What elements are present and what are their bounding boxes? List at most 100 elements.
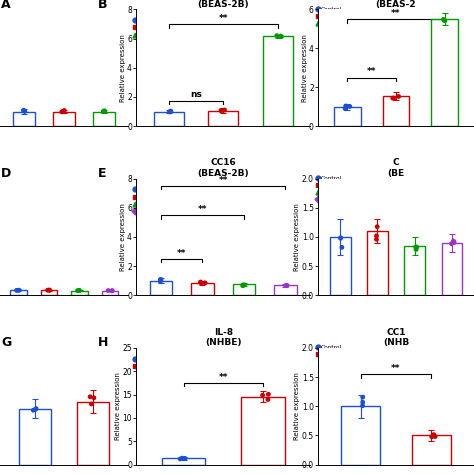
Title: IL-8
(NHBE): IL-8 (NHBE): [205, 328, 241, 347]
Bar: [102, 291, 118, 295]
Point: [374, 223, 381, 230]
Bar: [412, 435, 451, 465]
Bar: [330, 237, 351, 295]
Bar: [441, 243, 462, 295]
Point: [201, 279, 209, 287]
Point: [389, 94, 397, 102]
Point: [20, 107, 27, 114]
Point: [277, 32, 284, 40]
Text: **: **: [219, 14, 228, 23]
Y-axis label: Relative expression: Relative expression: [119, 203, 126, 271]
Point: [359, 402, 366, 410]
Point: [108, 287, 116, 295]
Y-axis label: Relative expression: Relative expression: [294, 203, 301, 271]
Point: [338, 244, 346, 251]
Point: [359, 393, 366, 401]
Bar: [19, 409, 51, 465]
Bar: [208, 111, 238, 126]
Point: [75, 287, 83, 294]
Bar: [53, 111, 75, 126]
Point: [264, 396, 272, 403]
Bar: [233, 284, 255, 295]
Point: [109, 287, 116, 294]
Point: [441, 17, 448, 24]
Legend: Control, K. pneu-dose 1, K. pneu-dose 2, K. pneu-dose 3: Control, K. pneu-dose 1, K. pneu-dose 2,…: [317, 176, 365, 202]
Legend: Control, K. pneu: Control, K. pneu: [317, 345, 343, 357]
Point: [13, 287, 20, 294]
Point: [75, 287, 83, 294]
Y-axis label: Relative expression: Relative expression: [301, 34, 308, 102]
Point: [430, 431, 438, 438]
Point: [278, 33, 285, 40]
Point: [181, 455, 189, 462]
Bar: [341, 406, 380, 465]
Bar: [367, 231, 388, 295]
Title: IL-6
(BEAS-2B): IL-6 (BEAS-2B): [198, 0, 249, 9]
Point: [283, 282, 291, 289]
Point: [450, 239, 458, 246]
Point: [341, 105, 349, 112]
Text: **: **: [367, 67, 376, 76]
Point: [197, 278, 204, 286]
Point: [29, 406, 37, 414]
Legend: Control, K. pneu-24h, K. pneu-48h: Control, K. pneu-24h, K. pneu-48h: [134, 18, 174, 37]
Point: [337, 235, 344, 242]
Text: A: A: [1, 0, 11, 11]
Point: [74, 287, 82, 294]
Bar: [40, 290, 57, 295]
Bar: [383, 96, 410, 126]
Point: [15, 286, 23, 294]
Point: [14, 287, 22, 294]
Point: [217, 107, 225, 114]
Point: [259, 392, 266, 399]
Point: [44, 286, 52, 294]
Point: [156, 278, 164, 285]
Bar: [191, 283, 214, 295]
Text: **: **: [391, 364, 401, 373]
Point: [198, 279, 205, 287]
Point: [32, 406, 39, 413]
Text: D: D: [1, 167, 11, 180]
Point: [239, 281, 246, 289]
Point: [447, 240, 455, 247]
Title: CC16
(BEAS-2B): CC16 (BEAS-2B): [198, 158, 249, 178]
Point: [412, 243, 419, 251]
Point: [166, 108, 173, 115]
Legend: Control, K. pneu-24h, K. pneu-48h: Control, K. pneu-24h, K. pneu-48h: [317, 7, 356, 26]
Bar: [13, 111, 35, 126]
Point: [413, 243, 420, 251]
Point: [342, 102, 349, 110]
Bar: [71, 291, 88, 295]
Point: [221, 106, 228, 114]
Point: [450, 237, 457, 245]
Text: **: **: [391, 9, 401, 18]
Bar: [431, 19, 458, 126]
Point: [337, 234, 345, 242]
Text: **: **: [219, 176, 228, 185]
Point: [273, 32, 281, 39]
Title: IL-8
(BEAS-2: IL-8 (BEAS-2: [376, 0, 416, 9]
Point: [239, 282, 246, 290]
Point: [88, 400, 95, 408]
Point: [176, 455, 184, 463]
Point: [32, 405, 40, 412]
Point: [428, 433, 436, 440]
Point: [373, 232, 380, 240]
Y-axis label: Relative expression: Relative expression: [294, 372, 301, 440]
Point: [395, 92, 402, 100]
Point: [431, 433, 439, 440]
Text: **: **: [219, 373, 228, 382]
Text: G: G: [1, 336, 11, 349]
Point: [166, 108, 173, 116]
Point: [167, 107, 174, 115]
Point: [46, 286, 53, 294]
Point: [90, 394, 98, 401]
Point: [100, 108, 107, 115]
Legend: Control, K. pneu: Control, K. pneu: [134, 356, 161, 369]
Point: [412, 246, 420, 253]
Bar: [334, 107, 361, 126]
Text: H: H: [98, 336, 108, 349]
Title: C
(BE: C (BE: [387, 158, 405, 178]
Point: [58, 108, 65, 116]
Point: [100, 107, 108, 115]
